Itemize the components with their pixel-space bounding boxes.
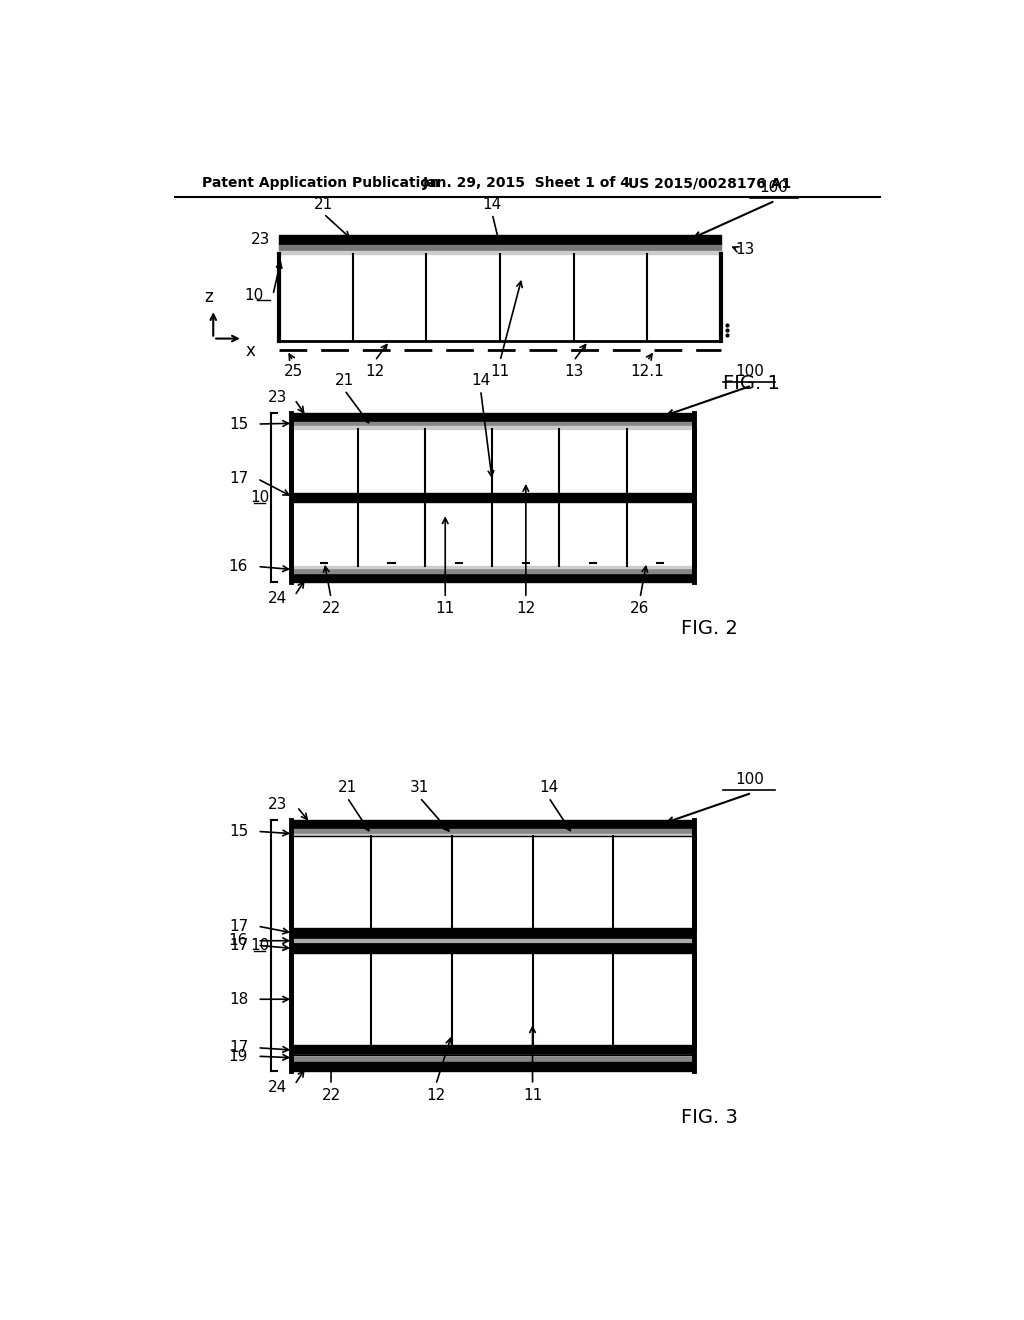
Text: 23: 23: [267, 797, 287, 812]
Text: 24: 24: [267, 1080, 287, 1096]
Text: 15: 15: [229, 824, 248, 840]
Text: 21: 21: [314, 197, 334, 213]
Text: 31: 31: [410, 780, 429, 795]
Text: 12: 12: [366, 364, 384, 379]
Text: 14: 14: [471, 372, 490, 388]
Text: 26: 26: [631, 601, 649, 616]
Text: 18: 18: [229, 991, 248, 1007]
Text: 21: 21: [338, 780, 356, 795]
Text: 10: 10: [250, 937, 269, 953]
Text: FIG. 3: FIG. 3: [681, 1107, 737, 1127]
Text: FIG. 1: FIG. 1: [723, 374, 780, 393]
Text: 100: 100: [735, 772, 764, 787]
Text: US 2015/0028176 A1: US 2015/0028176 A1: [628, 176, 792, 190]
Text: 13: 13: [564, 364, 584, 379]
Text: 16: 16: [228, 933, 248, 948]
Text: Patent Application Publication: Patent Application Publication: [202, 176, 439, 190]
Text: 11: 11: [523, 1088, 542, 1102]
Text: 13: 13: [735, 242, 755, 257]
Text: 10: 10: [245, 288, 263, 302]
Text: 12.1: 12.1: [631, 364, 665, 379]
Text: 17: 17: [229, 919, 248, 933]
Text: Jan. 29, 2015  Sheet 1 of 4: Jan. 29, 2015 Sheet 1 of 4: [423, 176, 631, 190]
Text: 11: 11: [490, 364, 510, 379]
Text: 17: 17: [229, 1040, 248, 1055]
Text: 17: 17: [229, 937, 248, 953]
Text: 22: 22: [322, 1088, 341, 1102]
Text: z: z: [204, 288, 213, 306]
Text: 15: 15: [229, 417, 248, 432]
Text: 14: 14: [539, 780, 558, 795]
Text: 10: 10: [250, 490, 269, 504]
Text: 12: 12: [516, 601, 536, 616]
Text: 17: 17: [229, 471, 248, 486]
Text: 12: 12: [426, 1088, 445, 1102]
Text: 19: 19: [228, 1048, 248, 1064]
Text: 23: 23: [251, 232, 270, 247]
Text: 11: 11: [435, 601, 455, 616]
Text: 14: 14: [482, 197, 502, 213]
Text: 100: 100: [735, 364, 764, 379]
Text: 16: 16: [228, 558, 248, 574]
Text: 22: 22: [322, 601, 341, 616]
Text: 24: 24: [267, 591, 287, 606]
Text: 21: 21: [335, 372, 354, 388]
Text: 100: 100: [759, 181, 788, 195]
Text: 25: 25: [284, 364, 303, 379]
Text: 23: 23: [267, 389, 287, 405]
Text: x: x: [246, 342, 256, 359]
Text: FIG. 2: FIG. 2: [681, 619, 737, 638]
